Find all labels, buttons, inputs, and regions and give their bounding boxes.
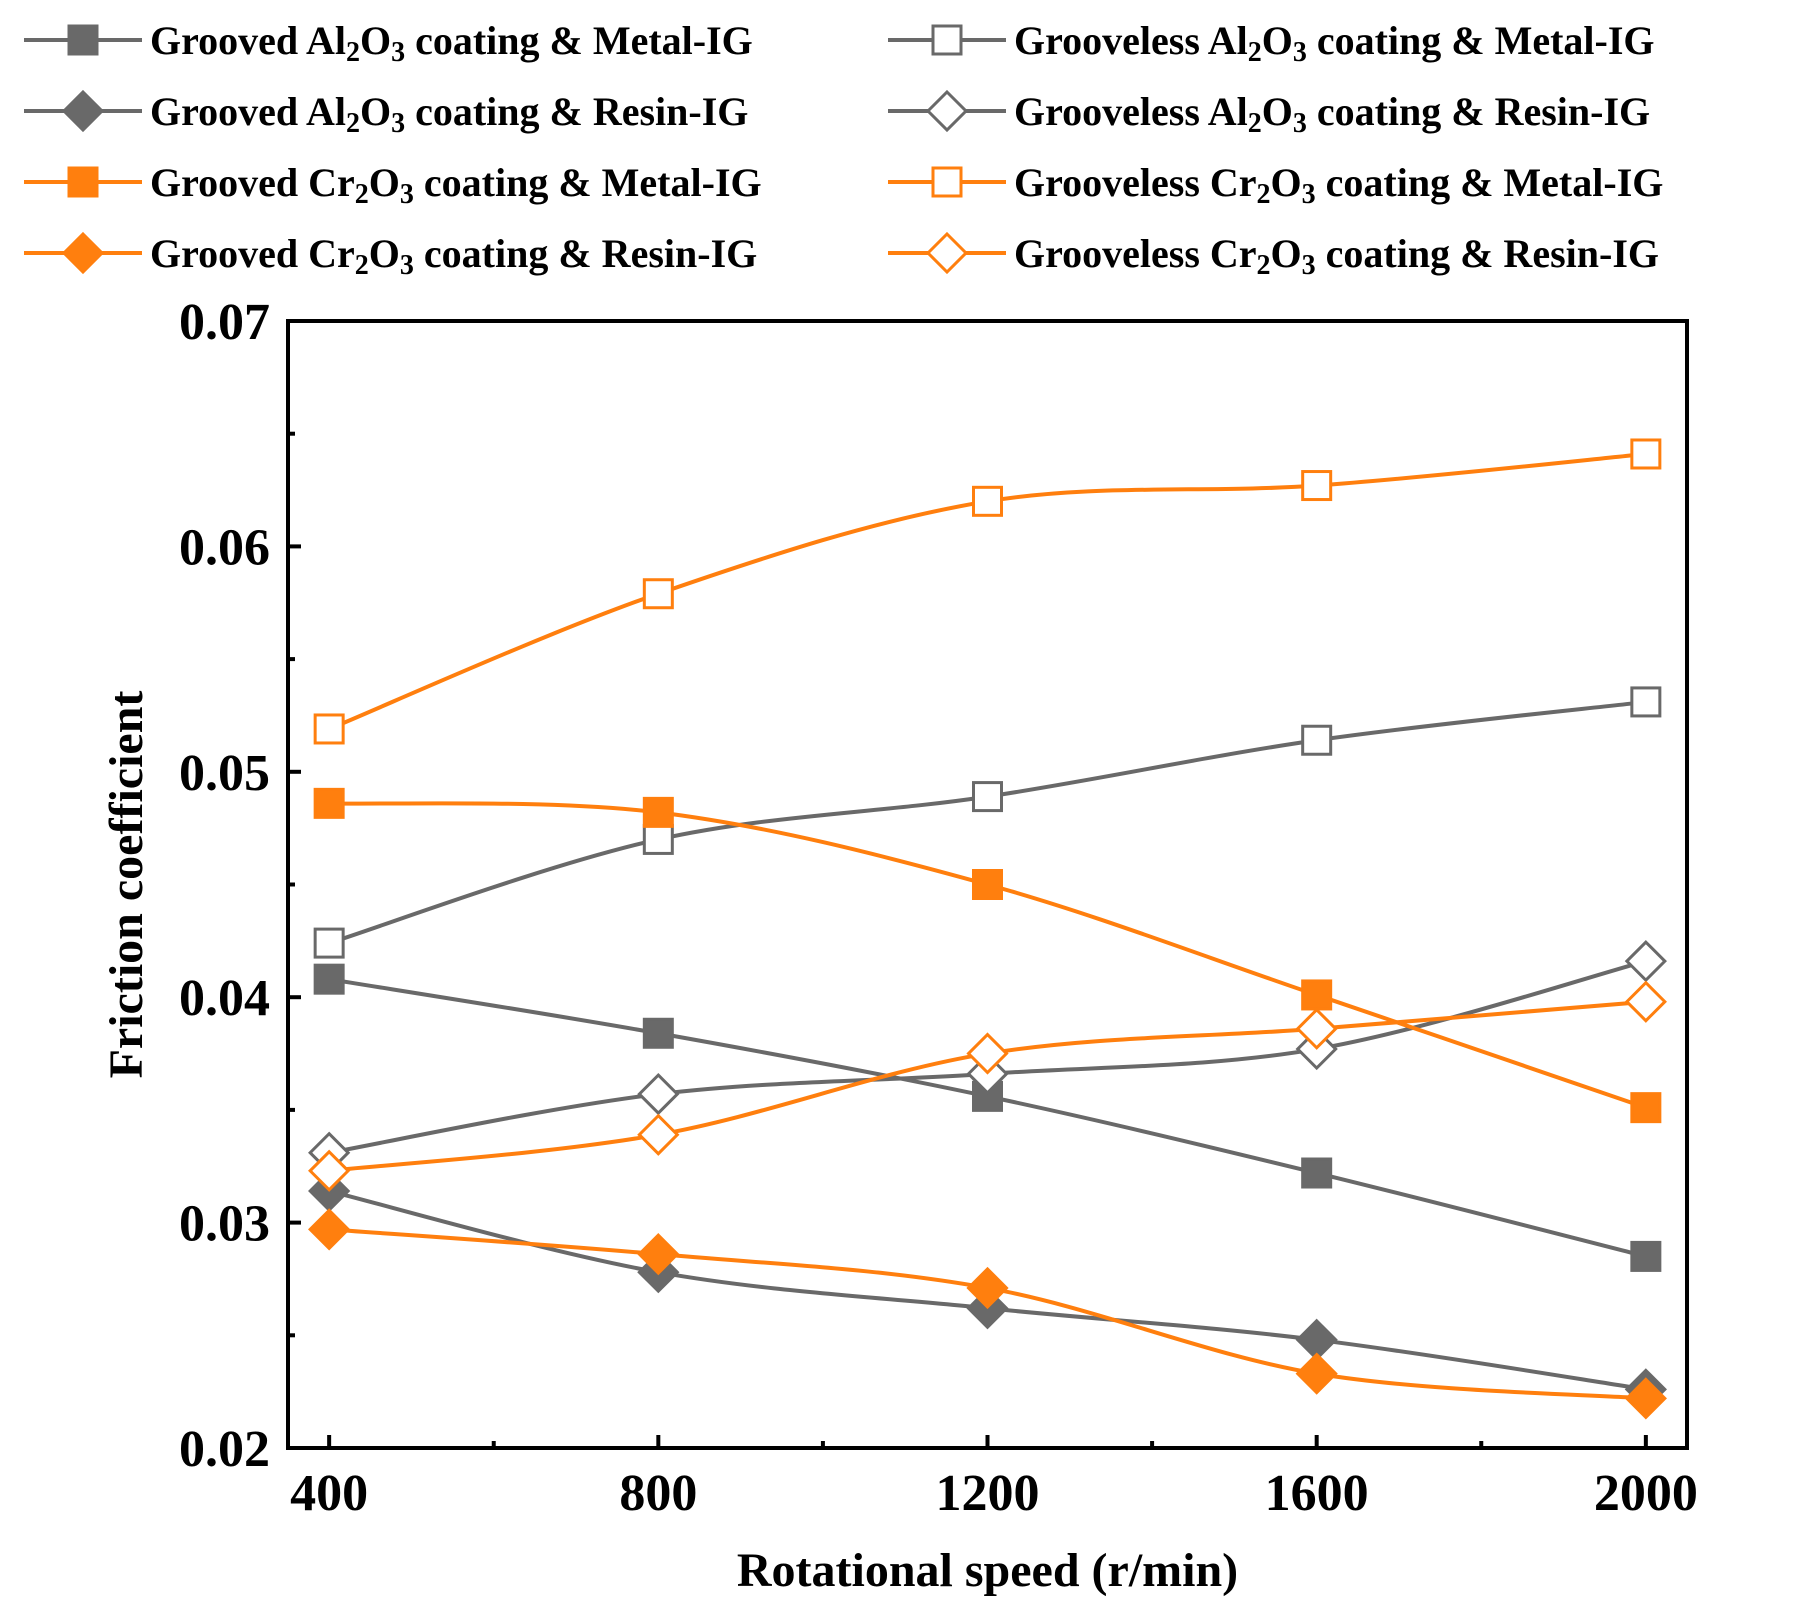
- series-layer: [308, 438, 1667, 1420]
- data-point: [1624, 1377, 1667, 1420]
- data-point: [1630, 686, 1662, 718]
- data-point: [308, 1208, 351, 1251]
- y-tick-label: 0.02: [179, 1421, 270, 1478]
- plot-area: [286, 319, 1689, 1450]
- data-point: [1301, 1157, 1333, 1189]
- legend-swatch-marker: [925, 231, 969, 275]
- y-tick-label: 0.06: [179, 519, 270, 576]
- legend-swatch-marker: [925, 89, 969, 133]
- legend-swatch-marker: [67, 166, 99, 198]
- data-point: [1295, 1007, 1338, 1050]
- x-tick-label: 400: [290, 1465, 368, 1522]
- legend-swatch-marker: [61, 231, 105, 275]
- x-tick-label: 2000: [1594, 1465, 1698, 1522]
- data-point: [642, 1017, 674, 1049]
- data-point: [966, 1266, 1009, 1310]
- y-tick-label: 0.05: [179, 745, 270, 802]
- legend-item: Grooveless Al2O3 coating & Metal-IG: [888, 18, 1655, 68]
- legend-label: Grooveless Cr2O3 coating & Resin-IG: [1014, 231, 1659, 281]
- y-tick-label: 0.07: [179, 294, 270, 351]
- data-point: [972, 781, 1003, 813]
- legend-swatch-marker: [67, 24, 99, 56]
- data-point: [1301, 979, 1333, 1011]
- legend-swatch-marker: [931, 24, 963, 56]
- y-axis-title: Friction coefficient: [100, 691, 153, 1079]
- x-tick-label: 1600: [1265, 1465, 1369, 1522]
- data-point: [637, 1073, 680, 1116]
- series-line: [328, 977, 1647, 1259]
- legend-label: Grooved Al2O3 coating & Metal-IG: [150, 18, 753, 68]
- data-point: [313, 787, 345, 819]
- data-point: [966, 1032, 1009, 1075]
- data-point: [1624, 940, 1667, 983]
- x-axis-title: Rotational speed (r/min): [737, 1544, 1238, 1597]
- data-point: [1630, 1240, 1662, 1272]
- x-tick-label: 1200: [936, 1465, 1040, 1522]
- data-point: [1630, 1092, 1662, 1124]
- legend-item: Grooved Cr2O3 coating & Metal-IG: [24, 160, 762, 210]
- data-point: [972, 869, 1003, 900]
- data-point: [308, 1149, 351, 1192]
- legend-item: Grooved Al2O3 coating & Resin-IG: [24, 89, 748, 139]
- legend-swatch-marker: [61, 89, 105, 133]
- x-tick-label: 800: [619, 1465, 697, 1522]
- data-point: [1624, 980, 1667, 1023]
- y-tick-label: 0.03: [179, 1196, 270, 1253]
- legend-item: Grooved Cr2O3 coating & Resin-IG: [24, 231, 757, 281]
- y-axis: 0.02 0.03 0.04 0.05 0.06 0.07: [179, 294, 301, 1478]
- series-8: [308, 980, 1667, 1192]
- legend-label: Grooved Cr2O3 coating & Resin-IG: [150, 231, 757, 281]
- legend-item: Grooveless Cr2O3 coating & Metal-IG: [888, 160, 1663, 210]
- series-line: [328, 699, 1647, 946]
- data-point: [313, 963, 345, 995]
- series-2: [313, 686, 1662, 959]
- data-point: [972, 485, 1003, 517]
- legend-label: Grooveless Al2O3 coating & Metal-IG: [1014, 18, 1655, 68]
- series-7: [308, 1208, 1667, 1420]
- series-6: [313, 438, 1662, 745]
- data-point: [642, 578, 674, 610]
- data-point: [642, 796, 674, 828]
- legend: Grooved Al2O3 coating & Metal-IG Groovele…: [24, 18, 1663, 281]
- legend-label: Grooved Al2O3 coating & Resin-IG: [150, 89, 748, 139]
- legend-item: Grooveless Al2O3 coating & Resin-IG: [888, 89, 1650, 139]
- data-point: [1630, 438, 1662, 470]
- data-point: [313, 927, 345, 959]
- legend-label: Grooveless Cr2O3 coating & Metal-IG: [1014, 160, 1663, 210]
- y-tick-label: 0.04: [179, 970, 270, 1027]
- data-point: [1295, 1352, 1338, 1395]
- legend-item: Grooveless Cr2O3 coating & Resin-IG: [888, 231, 1659, 281]
- data-point: [637, 1113, 680, 1156]
- data-point: [1301, 724, 1333, 756]
- legend-swatch-marker: [931, 166, 963, 198]
- data-point: [637, 1233, 680, 1276]
- series-5: [313, 787, 1662, 1124]
- legend-label: Grooveless Al2O3 coating & Resin-IG: [1014, 89, 1650, 139]
- legend-label: Grooved Cr2O3 coating & Metal-IG: [150, 160, 762, 210]
- data-point: [642, 823, 674, 855]
- x-axis: 400 800 1200 1600 2000: [290, 1435, 1698, 1522]
- legend-item: Grooved Al2O3 coating & Metal-IG: [24, 18, 753, 68]
- data-point: [313, 713, 345, 745]
- data-point: [1301, 470, 1333, 502]
